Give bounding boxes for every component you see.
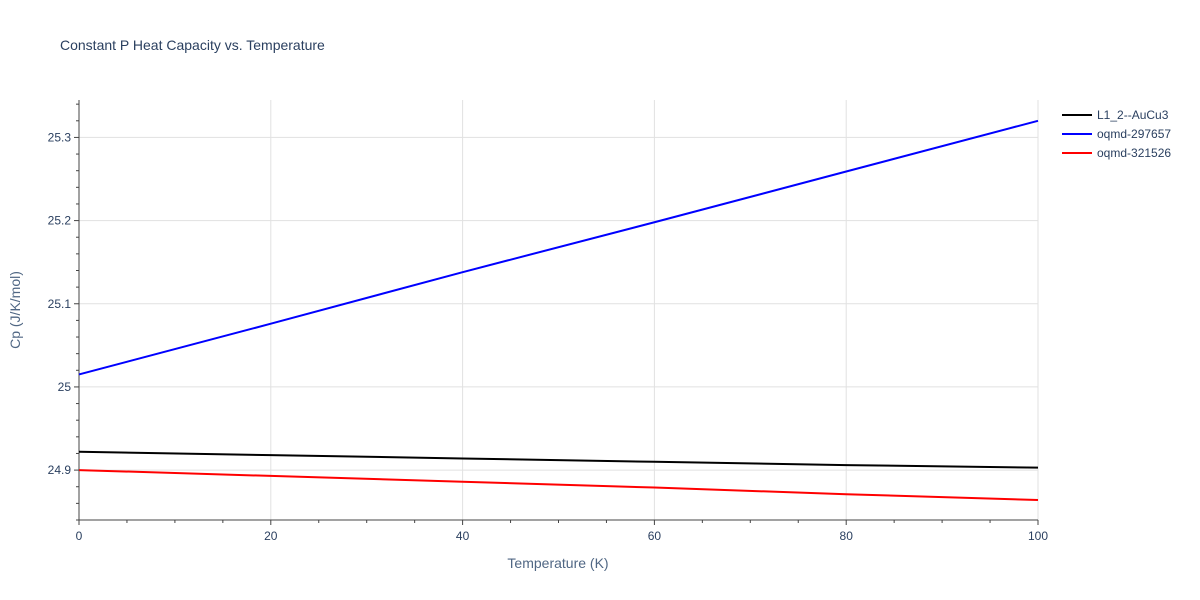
x-axis-title: Temperature (K): [507, 555, 608, 571]
grid: [79, 100, 1039, 520]
legend: L1_2--AuCu3 oqmd-297657 oqmd-321526: [1062, 108, 1171, 160]
y-tick-label: 25: [58, 380, 72, 394]
x-tick-label: 100: [1028, 529, 1048, 543]
series-line: [78, 469, 1039, 502]
x-tick-label: 80: [840, 529, 854, 543]
x-tick-label: 40: [456, 529, 470, 543]
x-tick-label: 0: [76, 529, 83, 543]
x-tick-label: 20: [264, 529, 278, 543]
x-tick-label: 60: [648, 529, 662, 543]
legend-label: oqmd-297657: [1097, 127, 1171, 141]
axes: [74, 100, 1039, 525]
y-tick-label: 25.3: [48, 130, 72, 144]
legend-label: L1_2--AuCu3: [1097, 108, 1169, 122]
y-tick-label: 25.1: [48, 297, 72, 311]
series-lines: [78, 119, 1039, 502]
legend-label: oqmd-321526: [1097, 146, 1171, 160]
chart-title: Constant P Heat Capacity vs. Temperature: [60, 37, 325, 53]
tick-labels: 0 20 40 60 80 100 24.9 25 25.1 25.2 25.3: [48, 130, 1049, 543]
series-line: [78, 450, 1039, 469]
y-tick-label: 24.9: [48, 463, 72, 477]
y-axis-title: Cp (J/K/mol): [7, 271, 23, 349]
series-line: [78, 119, 1039, 376]
y-tick-label: 25.2: [48, 214, 72, 228]
